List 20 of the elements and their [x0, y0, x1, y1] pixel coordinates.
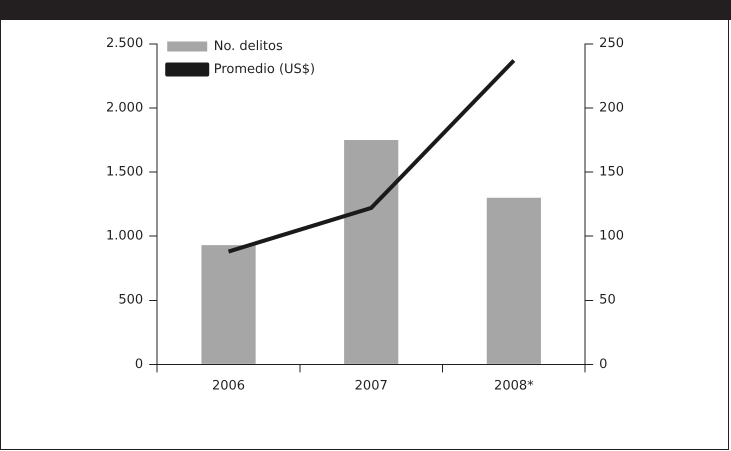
y2-tick-label: 0 — [599, 356, 608, 372]
x-tick-label: 2008* — [494, 378, 534, 394]
y2-tick-label: 150 — [599, 164, 624, 180]
y-tick-label: 1.500 — [106, 164, 144, 180]
y-tick-label: 500 — [118, 292, 144, 308]
legend-label: Promedio (US$) — [214, 62, 316, 77]
y2-tick-label: 100 — [599, 228, 624, 244]
y-tick-label: 1.000 — [106, 228, 144, 244]
bar — [201, 245, 256, 364]
y2-tick-label: 50 — [599, 292, 616, 308]
x-tick-label: 2007 — [354, 378, 388, 394]
y2-tick-label: 200 — [599, 100, 624, 116]
legend-label: No. delitos — [214, 38, 283, 54]
bar — [344, 140, 398, 364]
y2-tick-label: 250 — [599, 36, 624, 52]
y-tick-label: 2.500 — [106, 36, 144, 52]
y-tick-label: 2.000 — [106, 100, 144, 116]
bar — [486, 198, 541, 364]
y-tick-label: 0 — [134, 356, 144, 372]
x-tick-label: 2006 — [212, 378, 246, 394]
